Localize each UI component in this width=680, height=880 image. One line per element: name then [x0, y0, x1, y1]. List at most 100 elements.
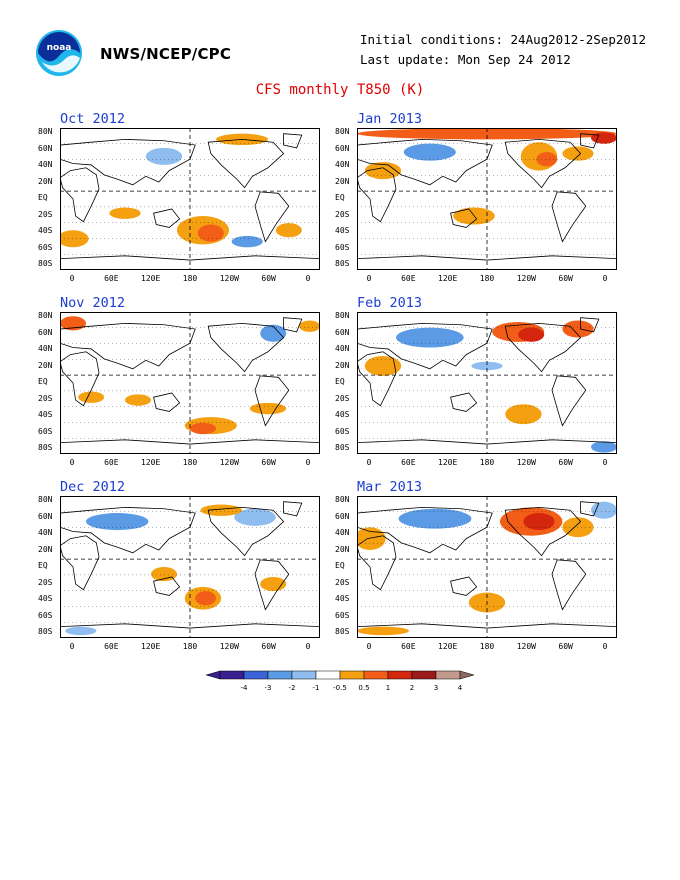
coastline [283, 133, 303, 149]
longitude-tick-label: 60W [558, 642, 573, 651]
latitude-tick-label: 40S [335, 410, 350, 419]
colorbar-swatch [219, 670, 245, 680]
coastline [504, 138, 582, 189]
anomaly-region [357, 128, 617, 140]
colorbar-tick-label: -3 [265, 684, 272, 692]
coastline [254, 375, 290, 427]
longitude-tick-label: 120E [141, 458, 161, 467]
colorbar-swatch [435, 670, 461, 680]
anomaly-region [197, 224, 224, 242]
colorbar-swatch [387, 670, 413, 680]
anomaly-region [471, 361, 503, 371]
latitude-tick-label: 20S [335, 577, 350, 587]
longitude-tick-label: 60W [261, 642, 276, 651]
anomaly-region [275, 223, 302, 238]
latitude-tick-label: EQ [335, 193, 345, 202]
coastline [450, 208, 478, 228]
anomaly-region [591, 132, 617, 144]
longitude-tick-label: 120E [141, 274, 161, 283]
anomaly-region [364, 162, 402, 180]
latitude-tick-label: 20N [335, 360, 350, 370]
anomaly-region [562, 146, 594, 161]
latitude-tick-label: 40S [335, 594, 350, 603]
colorbar-tick-label: -0.5 [333, 684, 347, 692]
longitude-tick-label: 0 [69, 642, 75, 651]
coastline [580, 501, 600, 517]
anomaly-region [234, 508, 276, 526]
anomaly-map [59, 312, 321, 455]
latitude-tick-label: 80S [335, 259, 350, 268]
anomaly-region [364, 356, 402, 376]
latitude-tick-label: 80S [335, 443, 350, 452]
longitude-tick-label: 0 [305, 642, 311, 651]
longitude-tick-label: 60E [104, 642, 119, 651]
latitude-tick-label: 80S [38, 259, 53, 268]
latitude-tick-label: 60S [38, 426, 53, 436]
longitude-tick-label: 60E [401, 642, 416, 651]
anomaly-region [591, 441, 617, 453]
latitude-tick-label: 40N [38, 160, 53, 169]
coastline [153, 208, 181, 228]
anomaly-region [591, 501, 617, 519]
latitude-tick-label: 80N [38, 311, 53, 320]
longitude-tick-label: 0 [602, 642, 608, 651]
map-frame [60, 128, 320, 270]
latitude-tick-label: 60S [38, 610, 53, 620]
coastline [207, 138, 285, 189]
anomaly-region [57, 230, 89, 248]
anomaly-region [396, 327, 464, 348]
colorbar-tick-label: -2 [289, 684, 296, 692]
latitude-tick-label: 20N [38, 544, 53, 554]
latitude-tick-label: 40S [38, 410, 53, 419]
coastline [254, 559, 290, 611]
latitude-tick-label: 40S [38, 226, 53, 235]
longitude-tick-label: 180 [479, 274, 495, 283]
anomaly-map [356, 312, 618, 455]
colorbar-swatch [363, 670, 389, 680]
initial-conditions: Initial conditions: 24Aug2012-2Sep2012 [360, 32, 646, 47]
longitude-tick-label: 180 [479, 642, 495, 651]
map-frame [60, 312, 320, 454]
colorbar-swatch [339, 670, 365, 680]
latitude-tick-label: 80S [38, 443, 53, 452]
latitude-tick-label: 60N [38, 143, 53, 153]
anomaly-region [195, 591, 217, 606]
panel-title: Nov 2012 [60, 295, 126, 311]
longitude-tick-label: 120E [438, 274, 458, 283]
latitude-tick-label: 40S [335, 226, 350, 235]
panel-title: Jan 2013 [357, 111, 423, 127]
latitude-tick-label: 60S [335, 426, 350, 436]
anomaly-region [86, 513, 149, 531]
coastline [207, 506, 285, 557]
colorbar-tick-label: -1 [313, 684, 320, 692]
colorbar-swatch [243, 670, 269, 680]
coastline [356, 535, 397, 591]
colorbar-tick-label: 1 [386, 684, 390, 692]
latitude-tick-label: 20N [335, 176, 350, 186]
longitude-tick-label: 0 [602, 458, 608, 467]
anomaly-map [57, 128, 321, 271]
latitude-tick-label: 40N [38, 344, 53, 353]
colorbar-tick-label: 3 [434, 684, 438, 692]
longitude-tick-label: 180 [182, 274, 198, 283]
coastline [580, 133, 600, 149]
latitude-tick-label: 80N [38, 127, 53, 136]
longitude-tick-label: 180 [182, 642, 198, 651]
coastline [356, 322, 493, 370]
anomaly-region [562, 517, 594, 538]
map-frame [357, 496, 617, 638]
coastline [356, 167, 397, 223]
last-update: Last update: Mon Sep 24 2012 [360, 52, 571, 67]
anomaly-region [260, 576, 287, 592]
latitude-tick-label: 80N [335, 311, 350, 320]
coastline [59, 167, 100, 223]
latitude-tick-label: 80S [38, 627, 53, 636]
coastline [450, 576, 478, 596]
longitude-tick-label: 120W [219, 274, 239, 283]
colorbar-tick-label: 4 [458, 684, 463, 692]
coastline [450, 392, 478, 412]
longitude-tick-label: 0 [305, 458, 311, 467]
latitude-tick-label: 60N [38, 511, 53, 521]
anomaly-region [523, 513, 555, 531]
anomaly-region [518, 327, 545, 342]
